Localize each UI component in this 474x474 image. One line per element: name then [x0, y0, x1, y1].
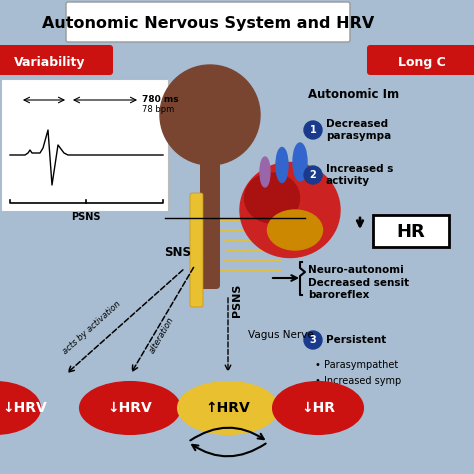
FancyBboxPatch shape	[367, 45, 474, 75]
Ellipse shape	[276, 147, 288, 182]
Text: Autonomic Nervous System and HRV: Autonomic Nervous System and HRV	[42, 16, 374, 30]
Circle shape	[304, 331, 322, 349]
Text: ↑HRV: ↑HRV	[206, 401, 250, 415]
FancyBboxPatch shape	[1, 79, 168, 211]
Ellipse shape	[245, 173, 300, 223]
Ellipse shape	[293, 143, 307, 181]
Text: Persistent: Persistent	[326, 335, 386, 345]
Ellipse shape	[267, 210, 322, 250]
Text: Vagus Nerve: Vagus Nerve	[248, 330, 314, 340]
Ellipse shape	[0, 382, 40, 434]
Text: ↓HRV: ↓HRV	[108, 401, 152, 415]
Circle shape	[304, 121, 322, 139]
Text: Increased s: Increased s	[326, 164, 393, 174]
FancyBboxPatch shape	[200, 151, 220, 289]
Text: 780 ms: 780 ms	[142, 94, 179, 103]
Text: alteration: alteration	[148, 315, 176, 355]
Text: • Parasympathet: • Parasympathet	[315, 360, 398, 370]
Ellipse shape	[240, 163, 340, 257]
Ellipse shape	[80, 382, 180, 434]
Circle shape	[304, 166, 322, 184]
Ellipse shape	[273, 382, 363, 434]
FancyBboxPatch shape	[190, 193, 203, 307]
Text: parasympa: parasympa	[326, 131, 391, 141]
Text: activity: activity	[326, 176, 370, 186]
Text: Decreased: Decreased	[326, 119, 388, 129]
Text: 2: 2	[310, 170, 316, 180]
Text: PSNS: PSNS	[71, 212, 101, 222]
Ellipse shape	[178, 382, 278, 434]
FancyBboxPatch shape	[66, 2, 350, 42]
Text: SNS: SNS	[164, 246, 191, 258]
Text: acts by activation: acts by activation	[61, 300, 123, 356]
Text: Autonomic Im: Autonomic Im	[308, 88, 399, 101]
Text: ↓HRV: ↓HRV	[3, 401, 47, 415]
Text: Neuro-autonomi: Neuro-autonomi	[308, 265, 404, 275]
FancyBboxPatch shape	[0, 45, 113, 75]
Text: 1: 1	[310, 125, 316, 135]
FancyBboxPatch shape	[373, 215, 449, 247]
Text: ↓HR: ↓HR	[301, 401, 335, 415]
Text: Long C: Long C	[398, 55, 446, 69]
Text: Decreased sensit: Decreased sensit	[308, 278, 409, 288]
Text: • Increased symp: • Increased symp	[315, 376, 401, 386]
Text: 3: 3	[310, 335, 316, 345]
Ellipse shape	[260, 157, 270, 187]
Text: HR: HR	[397, 223, 425, 241]
Circle shape	[160, 65, 260, 165]
Text: 78 bpm: 78 bpm	[142, 104, 174, 113]
Text: baroreflex: baroreflex	[308, 290, 369, 300]
Text: Variability: Variability	[14, 55, 86, 69]
Text: PSNS: PSNS	[232, 283, 242, 317]
